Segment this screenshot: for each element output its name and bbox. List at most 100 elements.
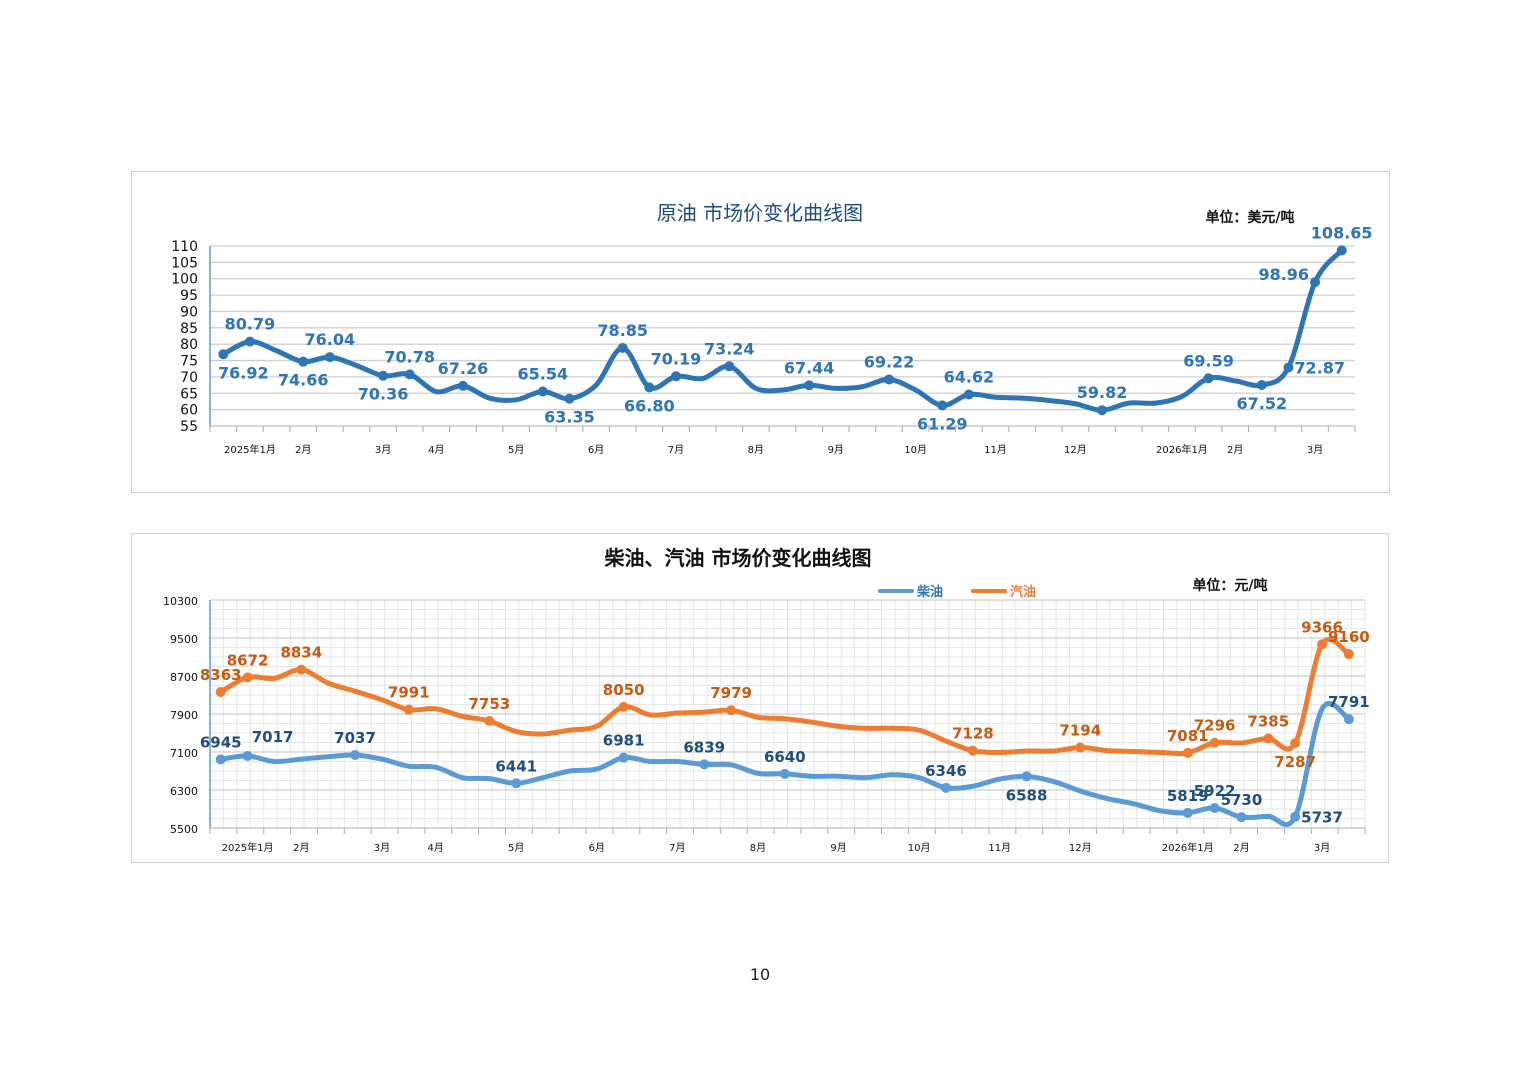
x-tick-label: 9月 bbox=[830, 842, 846, 854]
x-tick-label: 8月 bbox=[748, 444, 764, 456]
data-label: 59.82 bbox=[1077, 383, 1128, 402]
x-tick-label: 5月 bbox=[508, 444, 524, 456]
data-label: 98.96 bbox=[1258, 265, 1309, 284]
x-tick-label: 7月 bbox=[668, 444, 684, 456]
chart2-unit: 单位：元/吨 bbox=[1192, 577, 1267, 594]
data-label: 6981 bbox=[603, 732, 645, 750]
data-point bbox=[404, 369, 415, 380]
data-point bbox=[1203, 373, 1214, 384]
data-label: 7287 bbox=[1274, 753, 1316, 771]
data-label: 78.85 bbox=[597, 321, 648, 340]
data-label: 72.87 bbox=[1294, 359, 1345, 378]
data-label: 67.44 bbox=[784, 358, 835, 377]
x-tick-label: 2月 bbox=[1227, 444, 1243, 456]
data-point bbox=[511, 778, 522, 789]
data-label: 6640 bbox=[764, 748, 806, 766]
data-label: 9366 bbox=[1301, 618, 1343, 636]
data-label: 6839 bbox=[683, 738, 725, 756]
data-point bbox=[242, 750, 253, 761]
data-point bbox=[644, 382, 655, 393]
data-label: 5737 bbox=[1301, 809, 1343, 827]
y-tick-label: 7900 bbox=[170, 709, 198, 722]
data-label: 6441 bbox=[495, 757, 537, 775]
y-tick-label: 100 bbox=[171, 272, 198, 288]
data-point bbox=[1343, 714, 1354, 725]
x-tick-label: 9月 bbox=[828, 444, 844, 456]
data-point bbox=[618, 752, 629, 763]
data-point bbox=[1021, 771, 1032, 782]
chart2-legend: 柴油 汽油 bbox=[878, 584, 1036, 600]
y-tick-label: 55 bbox=[180, 419, 198, 435]
data-point bbox=[457, 380, 468, 391]
data-label: 67.26 bbox=[438, 359, 489, 378]
x-tick-label: 3月 bbox=[375, 444, 391, 456]
data-point bbox=[215, 754, 226, 765]
data-label: 7385 bbox=[1247, 712, 1289, 730]
x-tick-label: 10月 bbox=[908, 842, 931, 854]
legend-diesel-label: 柴油 bbox=[916, 584, 943, 600]
x-tick-label: 2月 bbox=[1233, 842, 1249, 854]
data-label: 108.65 bbox=[1311, 223, 1373, 242]
x-tick-label: 3月 bbox=[1314, 842, 1330, 854]
x-tick-label: 4月 bbox=[428, 444, 444, 456]
y-tick-label: 75 bbox=[180, 354, 198, 370]
data-point bbox=[967, 745, 978, 756]
y-tick-label: 105 bbox=[171, 255, 198, 271]
data-label: 70.19 bbox=[651, 349, 702, 368]
data-point bbox=[1336, 245, 1347, 256]
data-label: 73.24 bbox=[704, 339, 755, 358]
data-point bbox=[296, 664, 307, 675]
data-point bbox=[724, 361, 735, 372]
y-tick-label: 7100 bbox=[170, 747, 198, 760]
data-label: 9160 bbox=[1328, 628, 1370, 646]
x-tick-label: 11月 bbox=[984, 444, 1007, 456]
data-point bbox=[1209, 802, 1220, 813]
y-tick-label: 10300 bbox=[163, 595, 198, 608]
x-tick-label: 6月 bbox=[589, 842, 605, 854]
y-tick-label: 110 bbox=[171, 239, 198, 255]
data-point bbox=[378, 370, 389, 381]
data-label: 6588 bbox=[1006, 786, 1048, 804]
data-label: 8672 bbox=[227, 651, 269, 669]
data-label: 7128 bbox=[952, 725, 994, 743]
y-tick-label: 80 bbox=[180, 337, 198, 353]
data-point bbox=[403, 704, 414, 715]
data-label: 8363 bbox=[200, 666, 242, 684]
data-label: 63.35 bbox=[544, 408, 595, 427]
data-point bbox=[1182, 747, 1193, 758]
x-tick-label: 2026年1月 bbox=[1156, 443, 1208, 456]
x-tick-label: 3月 bbox=[374, 842, 390, 854]
data-label: 6945 bbox=[200, 733, 242, 751]
x-tick-label: 2025年1月 bbox=[224, 443, 276, 456]
y-tick-label: 8700 bbox=[170, 671, 198, 684]
chart1-title: 原油 市场价变化曲线图 bbox=[657, 201, 863, 225]
data-label: 74.66 bbox=[278, 371, 329, 390]
data-point bbox=[699, 759, 710, 770]
data-label: 8834 bbox=[280, 644, 322, 662]
data-point bbox=[1343, 649, 1354, 660]
y-tick-label: 60 bbox=[180, 403, 198, 419]
y-tick-label: 6300 bbox=[170, 785, 198, 798]
data-label: 8050 bbox=[603, 681, 645, 699]
legend-gasoline-label: 汽油 bbox=[1010, 584, 1036, 600]
data-point bbox=[242, 672, 253, 683]
data-point bbox=[1283, 362, 1294, 373]
data-point bbox=[726, 705, 737, 716]
data-label: 5730 bbox=[1221, 791, 1263, 809]
data-label: 76.04 bbox=[305, 330, 356, 349]
x-tick-label: 12月 bbox=[1064, 444, 1087, 456]
x-tick-label: 3月 bbox=[1307, 444, 1323, 456]
data-label: 70.36 bbox=[358, 385, 409, 404]
y-tick-label: 5500 bbox=[170, 823, 198, 836]
x-tick-label: 2月 bbox=[293, 842, 309, 854]
data-label: 5819 bbox=[1167, 787, 1209, 805]
data-point bbox=[350, 749, 361, 760]
data-label: 7753 bbox=[468, 695, 510, 713]
data-label: 7791 bbox=[1328, 693, 1370, 711]
y-tick-label: 85 bbox=[180, 321, 198, 337]
data-point bbox=[1256, 380, 1267, 391]
data-label: 64.62 bbox=[944, 368, 995, 387]
y-tick-label: 95 bbox=[180, 288, 198, 304]
